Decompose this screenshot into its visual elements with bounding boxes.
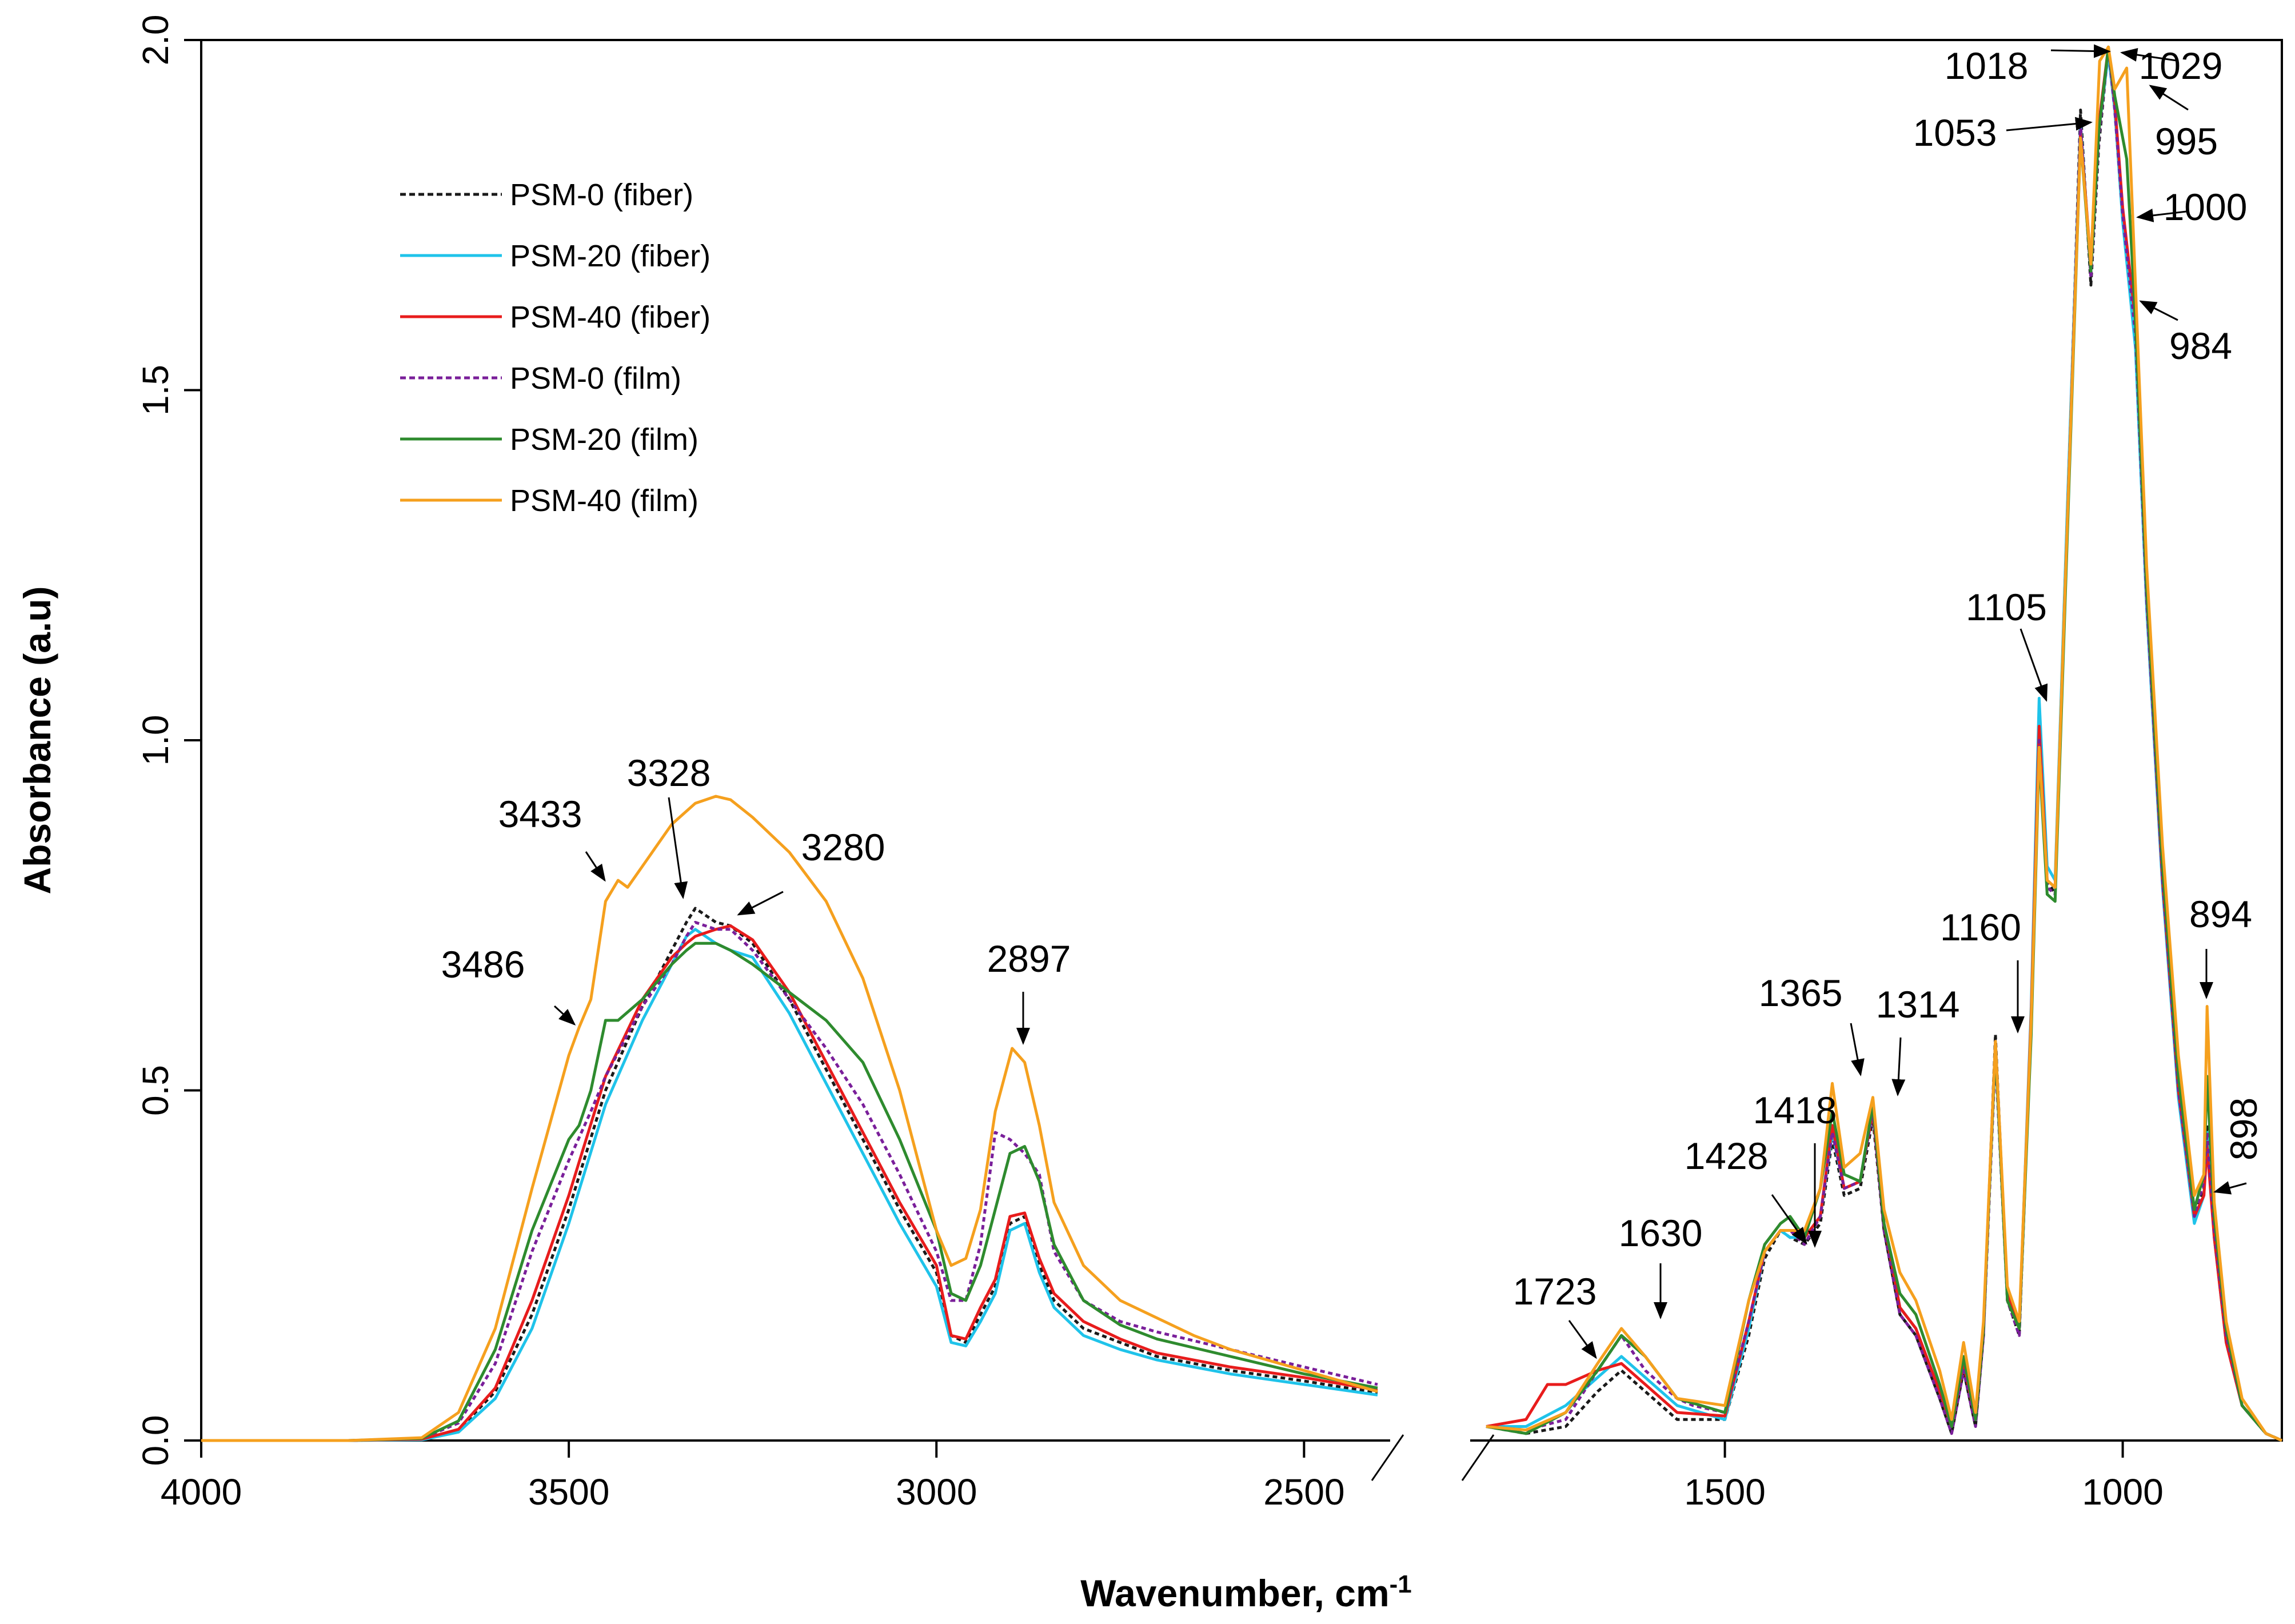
annotation-arrow-3280 <box>737 891 784 916</box>
annotation-label-984: 984 <box>2169 325 2232 367</box>
x-tick-label: 1000 <box>2082 1471 2163 1513</box>
annotation-label-1105: 1105 <box>1966 586 2047 628</box>
legend: PSM-0 (fiber) PSM-20 (fiber) PSM-40 (fiber… <box>400 178 711 518</box>
y-tick-label: 0.5 <box>135 1065 176 1116</box>
annotation-label-1029: 1029 <box>2139 45 2223 87</box>
annotation-arrow-1029 <box>2120 48 2177 62</box>
annotation-arrow-1365 <box>1850 1023 1865 1076</box>
annotation-label-3433: 3433 <box>498 793 582 835</box>
legend-label: PSM-40 (fiber) <box>510 300 711 334</box>
y-tick-label: 2.0 <box>135 15 176 66</box>
annotation-label-1000: 1000 <box>2164 186 2248 228</box>
x-axis-title: Wavenumber, cm-1 <box>1080 1570 1412 1614</box>
annotation-arrow-1000 <box>2136 208 2187 222</box>
annotation-arrow-995 <box>2149 85 2189 111</box>
annotation-arrow-1723 <box>1568 1320 1597 1359</box>
y-tick-label: 0.0 <box>135 1415 176 1466</box>
x-axis: 4000 3500 3000 2500 1500 1000 <box>161 1434 2164 1513</box>
annotation-arrow-3433 <box>585 851 606 882</box>
annotation-label-1053: 1053 <box>1913 111 1997 154</box>
annotation-label-3280: 3280 <box>801 826 885 868</box>
series-line-3-left <box>201 921 1378 1442</box>
annotation-arrow-1428 <box>1771 1194 1807 1245</box>
axis-break-mark-left <box>1371 1434 1404 1481</box>
annotation-arrow-3328 <box>668 797 688 899</box>
y-tick-label: 1.5 <box>135 365 176 416</box>
legend-label: PSM-20 (fiber) <box>510 239 711 273</box>
series-line-3-right <box>1486 45 2283 1442</box>
annotation-label-1365: 1365 <box>1759 972 1843 1014</box>
x-tick-label: 3500 <box>528 1471 609 1513</box>
y-tick-label: 1.0 <box>135 715 176 766</box>
annotation-label-1314: 1314 <box>1876 983 1960 1026</box>
annotation-arrow-1053 <box>2006 117 2093 131</box>
annotation-arrow-1105 <box>2019 628 2048 702</box>
annotation-arrow-1314 <box>1891 1037 1906 1096</box>
series-line-1-left <box>201 928 1378 1442</box>
annotation-label-1418: 1418 <box>1753 1089 1837 1131</box>
legend-label: PSM-40 (film) <box>510 484 699 518</box>
series-line-5-right <box>1486 45 2283 1442</box>
annotation-label-898: 898 <box>2222 1098 2265 1160</box>
annotation-label-1723: 1723 <box>1513 1270 1597 1312</box>
legend-label: PSM-0 (fiber) <box>510 178 693 212</box>
annotation-label-3328: 3328 <box>627 752 711 794</box>
annotation-arrow-984 <box>2139 300 2178 321</box>
axis-break-gap <box>1390 1437 1470 1444</box>
annotation-label-1018: 1018 <box>1945 45 2029 87</box>
x-tick-label: 4000 <box>161 1471 242 1513</box>
annotation-arrow-3486 <box>553 1005 576 1026</box>
y-axis-title: Absorbance (a.u) <box>16 586 58 894</box>
annotation-label-3486: 3486 <box>441 943 525 985</box>
annotation-label-1160: 1160 <box>1940 906 2021 948</box>
series-line-5-left <box>201 795 1378 1442</box>
axis-break-mark-right <box>1461 1434 1495 1481</box>
series-line-4-left <box>201 941 1378 1442</box>
annotation-label-2897: 2897 <box>987 937 1071 980</box>
x-tick-label: 3000 <box>896 1471 977 1513</box>
x-tick-label: 1500 <box>1684 1471 1765 1513</box>
annotation-label-995: 995 <box>2155 120 2218 162</box>
series-lines <box>201 45 2283 1442</box>
annotation-label-1630: 1630 <box>1619 1212 1703 1254</box>
annotation-arrow-1018 <box>2050 44 2111 58</box>
annotation-arrow-898 <box>2213 1181 2247 1195</box>
y-axis: 0.0 0.5 1.0 1.5 2.0 <box>135 15 201 1466</box>
annotation-label-1428: 1428 <box>1685 1135 1769 1177</box>
annotation-label-894: 894 <box>2189 893 2252 935</box>
legend-label: PSM-20 (film) <box>510 422 699 457</box>
series-line-2-left <box>201 924 1378 1442</box>
x-tick-label: 2500 <box>1263 1471 1344 1513</box>
legend-label: PSM-0 (film) <box>510 361 681 396</box>
series-line-0-left <box>201 907 1378 1442</box>
